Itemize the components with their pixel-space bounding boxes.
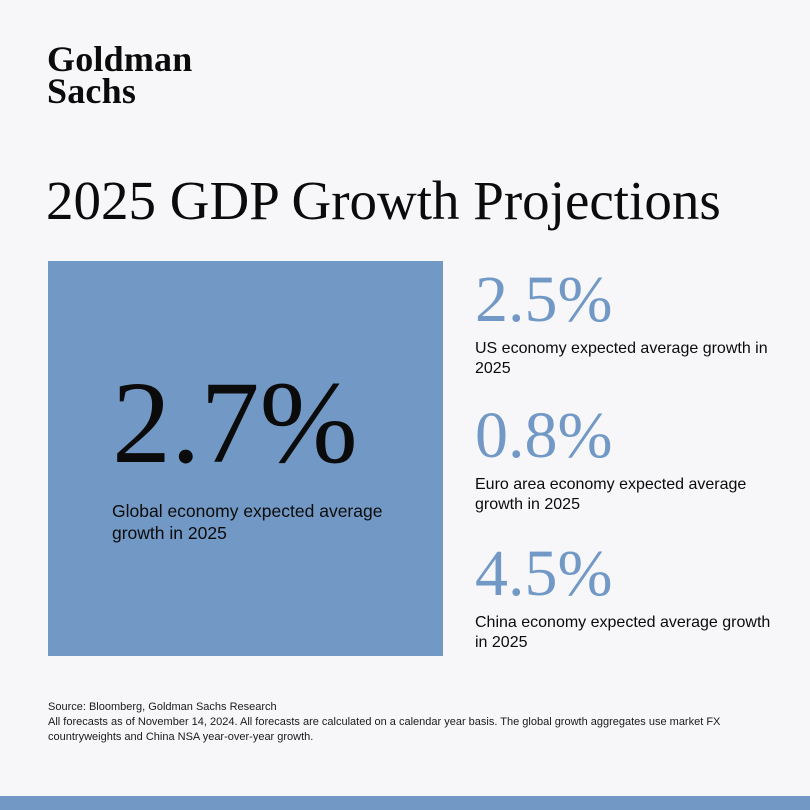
bottom-accent-bar (0, 796, 810, 810)
forecast-note: All forecasts as of November 14, 2024. A… (48, 716, 721, 743)
us-growth-stat: 2.5% US economy expected average growth … (475, 267, 775, 379)
euro-area-growth-stat: 0.8% Euro area economy expected average … (475, 403, 775, 515)
china-growth-value: 4.5% (475, 537, 613, 610)
euro-area-growth-label: Euro area economy expected average growt… (475, 476, 747, 513)
global-growth-value: 2.7% (112, 357, 358, 488)
global-growth-label: Global economy expected average growth i… (112, 501, 383, 543)
source-footnote: Source: Bloomberg, Goldman Sachs Researc… (48, 700, 768, 745)
euro-area-growth-value: 0.8% (475, 399, 613, 472)
logo-line-1: Goldman (47, 39, 193, 79)
china-growth-stat: 4.5% China economy expected average grow… (475, 541, 775, 653)
global-growth-card: 2.7% Global economy expected average gro… (48, 261, 443, 656)
source-line: Source: Bloomberg, Goldman Sachs Researc… (48, 701, 277, 713)
china-growth-label: China economy expected average growth in… (475, 614, 771, 651)
logo-line-2: Sachs (47, 71, 137, 111)
us-growth-value: 2.5% (475, 263, 613, 336)
goldman-sachs-logo: Goldman Sachs (47, 39, 193, 111)
page-title: 2025 GDP Growth Projections (46, 170, 721, 231)
us-growth-label: US economy expected average growth in 20… (475, 340, 768, 377)
